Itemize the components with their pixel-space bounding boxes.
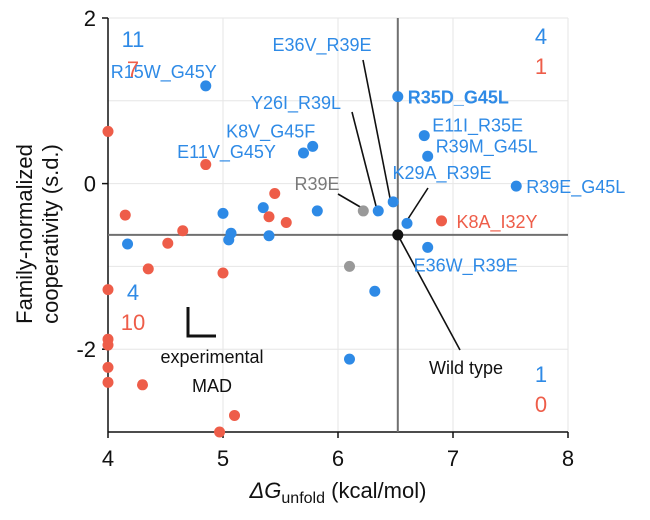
data-point-e11i-r35e (418, 130, 430, 142)
point-label-r39m-g45l: R39M_G45L (436, 136, 538, 157)
point-label-r39e: R39E (294, 174, 339, 194)
data-point (137, 379, 148, 391)
data-point (263, 211, 275, 223)
data-point (102, 125, 114, 137)
data-point-e11v-g45y (298, 147, 309, 159)
x-tick-label: 8 (562, 446, 574, 471)
x-axis-label-suffix: (kcal/mol) (325, 478, 426, 503)
data-point (142, 263, 154, 275)
data-point-e36w-r39e (422, 241, 434, 253)
y-tick-label: 2 (84, 6, 96, 31)
connector-k29a-r39e (405, 187, 429, 223)
mad-label-line1: experimental (160, 347, 263, 367)
data-point-k8v-g45f (307, 140, 319, 152)
mad-scale-bar (186, 307, 216, 338)
connector-r39e (337, 193, 363, 209)
x-axis-label: ΔGunfold (kcal/mol) (249, 478, 427, 507)
data-point (102, 284, 114, 296)
data-point-r39m-g45l (422, 150, 434, 162)
data-point (177, 225, 189, 237)
x-tick-label: 4 (102, 446, 114, 471)
data-point-r35d-g45l (392, 91, 404, 103)
label-connectors (337, 59, 461, 351)
connector-wild-type (397, 234, 461, 351)
connector-y26i-r39l (351, 111, 377, 207)
data-point-k29a-r39e (401, 217, 413, 229)
y-axis-label-line1: Family-normalized (12, 144, 37, 324)
data-point-r39e-g45l (510, 180, 522, 192)
x-tick-label: 7 (447, 446, 459, 471)
data-point (344, 353, 355, 365)
data-point (229, 409, 240, 421)
data-point (217, 207, 229, 219)
point-label-r35d-g45l: R35D_G45L (408, 88, 509, 108)
count-top-right-blue: 4 (535, 24, 547, 49)
x-tick-label: 6 (332, 446, 344, 471)
point-label-e36v-r39e: E36V_R39E (272, 35, 371, 56)
point-label-e11v-g45y: E11V_G45Y (177, 142, 276, 163)
data-point (257, 202, 269, 214)
data-point-r39e (357, 205, 369, 217)
data-point-k8a-i32y (436, 215, 447, 227)
count-bottom-right-red: 0 (535, 392, 547, 417)
experimental-mad-annotation: experimental MAD (160, 307, 264, 396)
data-point (344, 260, 355, 272)
data-point (102, 376, 114, 388)
data-point (217, 267, 229, 279)
count-top-right-red: 1 (535, 54, 547, 79)
x-axis-label-prefix: ΔG (249, 478, 282, 503)
point-label-e11i-r35e: E11I_R35E (432, 116, 523, 137)
x-tick-label: 5 (217, 446, 229, 471)
point-label-r15w-g45y: R15W_G45Y (111, 62, 217, 83)
connector-e36v-r39e (362, 59, 391, 199)
data-point (102, 339, 114, 351)
data-point-e36v-r39e (387, 196, 399, 208)
count-bottom-left-red: 10 (121, 310, 145, 335)
wild-type-label: Wild type (429, 358, 503, 378)
count-bottom-right-blue: 1 (535, 362, 547, 387)
data-point (263, 230, 275, 242)
data-point-wild-type (392, 229, 404, 241)
count-bottom-left-blue: 4 (127, 280, 139, 305)
x-axis-label-sub: unfold (281, 490, 325, 507)
point-label-k29a-r39e: K29A_R39E (392, 163, 491, 184)
count-top-left-blue: 11 (122, 27, 145, 52)
data-point (280, 217, 292, 229)
y-tick-label: 0 (84, 172, 96, 197)
point-label-k8v-g45f: K8V_G45F (226, 121, 315, 142)
mad-label-line2: MAD (192, 376, 232, 396)
point-label-y26i-r39l: Y26I_R39L (251, 93, 341, 114)
point-label-r39e-g45l: R39E_G45L (526, 177, 625, 198)
point-label-e36w-r39e: E36W_R39E (414, 255, 518, 276)
data-point (119, 209, 131, 221)
data-point (214, 426, 226, 438)
data-point (102, 361, 114, 373)
data-point (200, 159, 212, 171)
data-point (122, 238, 134, 250)
data-points (102, 80, 522, 438)
count-top-left-red: 7 (127, 57, 139, 82)
data-point (311, 205, 323, 217)
data-point (369, 285, 381, 297)
data-point (162, 237, 174, 249)
point-label-k8a-i32y: K8A_I32Y (457, 212, 538, 233)
y-axis-label: Family-normalized cooperativity (s.d.) (12, 144, 63, 324)
data-point (223, 234, 235, 246)
tick-labels: 4 5 6 7 8 -2 0 2 (76, 6, 574, 471)
y-tick-label: -2 (76, 337, 96, 362)
data-point-r15w-g45y (200, 80, 212, 92)
data-point (269, 188, 281, 200)
data-point-y26i-r39l (372, 205, 384, 217)
y-axis-label-line2: cooperativity (s.d.) (38, 144, 63, 324)
